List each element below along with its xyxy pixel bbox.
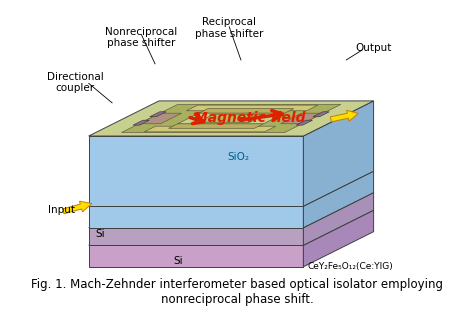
Polygon shape <box>89 193 374 228</box>
Text: Nonreciprocal
phase shifter: Nonreciprocal phase shifter <box>105 27 177 49</box>
Polygon shape <box>150 112 166 117</box>
Polygon shape <box>89 171 374 206</box>
Text: Magnetic field: Magnetic field <box>194 111 305 125</box>
Polygon shape <box>313 112 329 117</box>
Text: Directional
coupler: Directional coupler <box>46 72 103 93</box>
Polygon shape <box>296 120 312 125</box>
Polygon shape <box>63 201 92 214</box>
Polygon shape <box>89 136 303 206</box>
Polygon shape <box>145 126 276 132</box>
Polygon shape <box>89 101 374 136</box>
Polygon shape <box>89 210 374 245</box>
Polygon shape <box>186 105 318 111</box>
Polygon shape <box>199 109 294 113</box>
Text: Si: Si <box>96 229 105 238</box>
Text: Output: Output <box>356 43 392 53</box>
Polygon shape <box>169 124 264 128</box>
Text: Input: Input <box>48 205 75 215</box>
Polygon shape <box>197 114 265 123</box>
Text: CeY₂Fe₅O₁₂(Ce:YIG): CeY₂Fe₅O₁₂(Ce:YIG) <box>307 262 393 271</box>
Polygon shape <box>281 113 323 124</box>
Polygon shape <box>89 245 303 267</box>
Polygon shape <box>139 113 182 124</box>
Text: Fig. 1. Mach-Zehnder interferometer based optical isolator employing
nonreciproc: Fig. 1. Mach-Zehnder interferometer base… <box>31 278 443 306</box>
Polygon shape <box>303 193 374 245</box>
Text: Si: Si <box>173 256 183 266</box>
Polygon shape <box>89 228 303 245</box>
Polygon shape <box>303 101 374 206</box>
Polygon shape <box>133 120 149 125</box>
Polygon shape <box>178 113 284 124</box>
Polygon shape <box>303 210 374 267</box>
Polygon shape <box>89 206 303 228</box>
Polygon shape <box>330 110 358 122</box>
Text: Reciprocal
phase shifter: Reciprocal phase shifter <box>195 17 264 39</box>
Polygon shape <box>303 171 374 228</box>
Text: SiO₂: SiO₂ <box>227 152 249 162</box>
Polygon shape <box>121 104 341 133</box>
